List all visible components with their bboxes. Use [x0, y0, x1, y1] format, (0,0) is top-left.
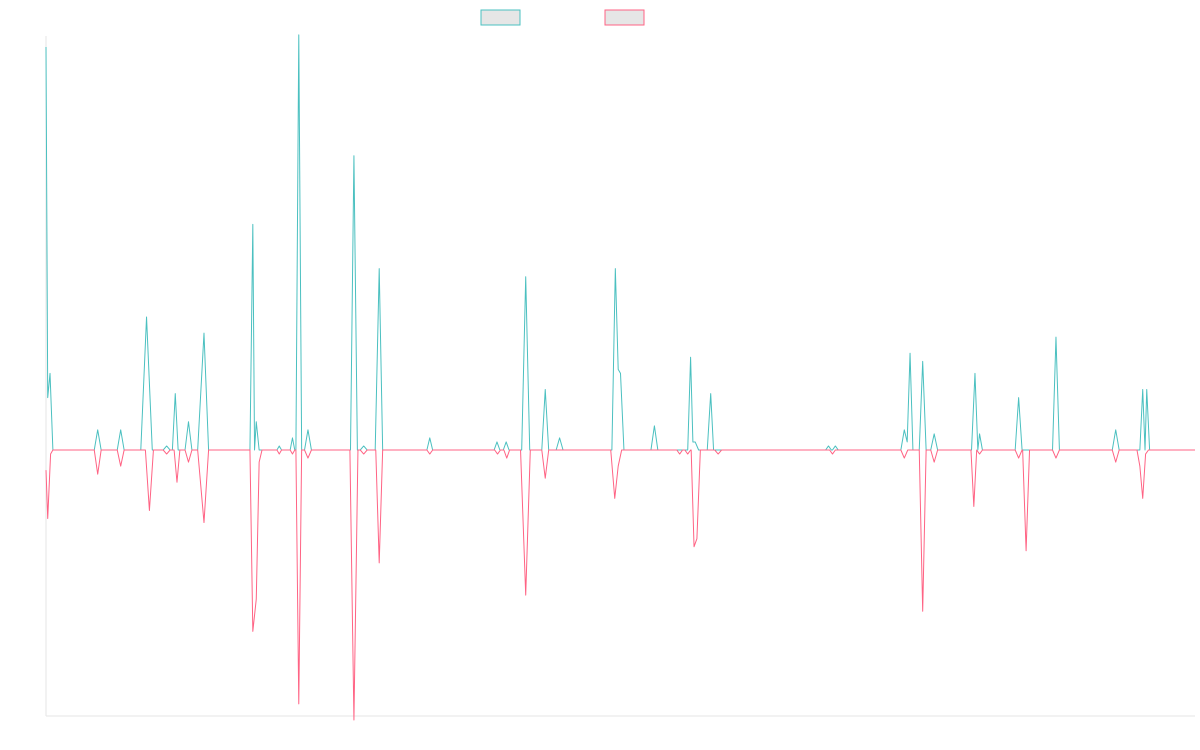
plot-area	[45, 34, 1195, 721]
legend-swatch-teal[interactable]	[480, 9, 521, 26]
series-line-teal	[45, 34, 1195, 451]
axes	[45, 36, 1195, 717]
legend-swatch-pink[interactable]	[604, 9, 645, 26]
series-line-pink	[45, 449, 1195, 721]
legend	[480, 9, 645, 26]
